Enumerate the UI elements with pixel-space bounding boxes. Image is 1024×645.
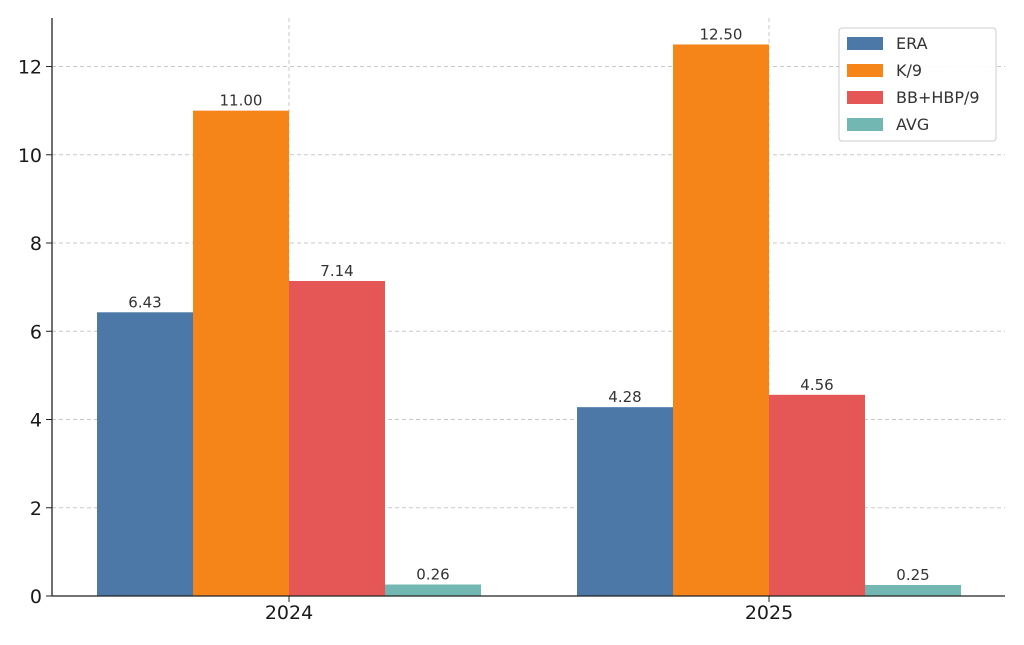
legend-label: K/9 [896,61,922,80]
bar-k-9-2025 [673,44,769,597]
bar-bb-hbp-9-2024 [289,280,385,596]
x-tick-label: 2024 [265,602,313,624]
x-tick-label: 2025 [745,602,793,624]
bar-era-2025 [577,407,673,596]
axes-layer: 0 2 4 6 8 10 12 2024 2025 [18,18,1005,624]
bar-value-label: 4.28 [608,388,641,406]
legend-swatch [847,91,883,104]
y-tick-label: 8 [30,233,42,255]
bar-avg-2025 [865,584,961,596]
chart-legend: ERA K/9 BB+HBP/9 AVG [838,27,997,142]
bar-value-label: 4.56 [800,376,833,394]
bar-avg-2024 [385,584,481,596]
bar-k-9-2024 [193,110,289,596]
bar-value-label: 6.43 [128,293,161,311]
y-tick-label: 12 [18,57,42,79]
legend-swatch [847,64,883,77]
legend-label: BB+HBP/9 [896,88,980,107]
y-tick-label: 6 [30,321,42,343]
legend-swatch [847,37,883,50]
bar-value-label: 0.26 [416,566,449,584]
bar-bb-hbp-9-2025 [769,394,865,596]
legend-swatch [847,118,883,131]
bar-era-2024 [97,312,193,596]
bar-value-label: 7.14 [320,262,353,280]
y-tick-label: 10 [18,145,42,167]
legend-label: ERA [896,34,928,53]
legend-label: AVG [896,115,929,134]
bar-value-label: 11.00 [220,92,263,110]
bars-layer: 6.43 11.00 7.14 0.26 4.28 12.50 4.56 0.25 [97,25,961,597]
bar-value-label: 12.50 [700,25,743,43]
y-tick-label: 4 [30,410,42,432]
legend-box [838,27,997,142]
y-tick-label: 2 [30,498,42,520]
bar-value-label: 0.25 [896,566,929,584]
y-tick-label: 0 [30,586,42,608]
